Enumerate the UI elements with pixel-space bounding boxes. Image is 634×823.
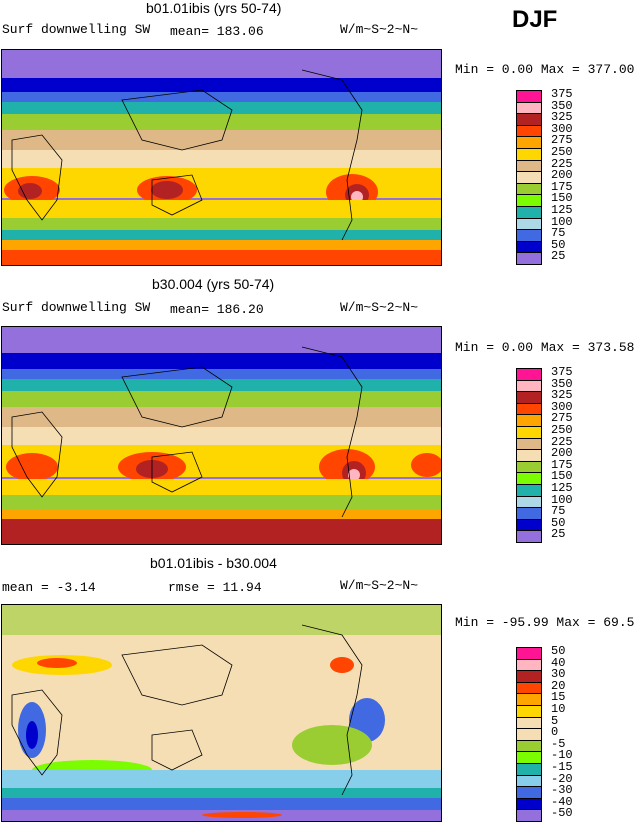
panel3-map [1, 604, 442, 822]
panel2-variable-label: Surf downwelling SW [2, 300, 151, 315]
panel3-mean: mean = -3.14 [2, 580, 96, 595]
colorbar-tick-label: 375 [551, 365, 573, 379]
colorbar-swatch [516, 530, 542, 543]
colorbar-tick-label: 5 [551, 713, 559, 728]
colorbar-tick-label: 125 [551, 203, 573, 217]
colorbar-tick-label: 350 [551, 98, 573, 113]
panel3-units: W/m~S~2~N~ [340, 578, 419, 593]
panel3-rmse: rmse = 11.94 [168, 580, 262, 595]
panel2-map [1, 326, 442, 545]
panel2-units: W/m~S~2~N~ [340, 300, 419, 315]
panel3-title: b01.01ibis - b30.004 [150, 555, 277, 571]
colorbar-tick-label: 150 [551, 469, 573, 484]
colorbar-tick-label: -50 [551, 806, 573, 821]
colorbar-tick-label: 225 [551, 156, 573, 171]
colorbar-tick-label: 350 [551, 376, 573, 391]
colorbar-tick-label: 100 [551, 214, 573, 229]
colorbar-tick-label: 50 [551, 237, 566, 252]
colorbar-swatch [516, 809, 542, 822]
colorbar-tick-label: 150 [551, 191, 573, 206]
colorbar-tick-label: 20 [551, 678, 566, 693]
colorbar-tick-label: 100 [551, 492, 573, 507]
colorbar-tick-label: 25 [551, 527, 566, 542]
panel2-title: b30.004 (yrs 50-74) [152, 276, 275, 292]
colorbar-tick-label: 50 [551, 515, 566, 530]
season-label: DJF [512, 6, 558, 33]
colorbar-tick-label: -30 [551, 783, 573, 798]
panel1-units: W/m~S~2~N~ [340, 22, 419, 37]
colorbar-tick-label: 0 [551, 725, 559, 740]
colorbar-tick-label: 75 [551, 504, 566, 519]
colorbar-tick-label: 275 [551, 411, 573, 426]
colorbar-tick-label: 50 [551, 644, 566, 658]
colorbar-tick-label: 15 [551, 690, 566, 705]
colorbar-tick-label: -10 [551, 748, 573, 763]
panel3-minmax: Min = -95.99 Max = 69.50 [455, 615, 634, 630]
colorbar-tick-label: 175 [551, 179, 573, 194]
colorbar-tick-label: 25 [551, 249, 566, 264]
colorbar-tick-label: 325 [551, 388, 573, 403]
panel1-variable-label: Surf downwelling SW [2, 22, 151, 37]
colorbar-tick-label: 250 [551, 145, 573, 159]
panel1-mean: mean= 183.06 [170, 24, 264, 39]
colorbar-tick-label: 225 [551, 434, 573, 449]
colorbar-tick-label: 10 [551, 702, 566, 716]
colorbar-tick-label: 200 [551, 446, 573, 461]
panel1-map [1, 49, 442, 266]
colorbar-tick-label: 250 [551, 423, 573, 437]
colorbar-tick-label: 200 [551, 168, 573, 183]
colorbar-tick-label: 75 [551, 226, 566, 241]
colorbar-swatch [516, 252, 542, 265]
colorbar-tick-label: 40 [551, 655, 566, 670]
colorbar-tick-label: 30 [551, 667, 566, 682]
colorbar-tick-label: -5 [551, 736, 566, 751]
colorbar-tick-label: 175 [551, 457, 573, 472]
colorbar-tick-label: -40 [551, 794, 573, 809]
colorbar-tick-label: -20 [551, 771, 573, 786]
colorbar-tick-label: -15 [551, 760, 573, 774]
colorbar-tick-label: 300 [551, 399, 573, 414]
colorbar-tick-label: 125 [551, 481, 573, 495]
colorbar-tick-label: 275 [551, 133, 573, 148]
colorbar-tick-label: 325 [551, 110, 573, 125]
panel2-minmax: Min = 0.00 Max = 373.58 [455, 340, 634, 355]
panel1-minmax: Min = 0.00 Max = 377.00 [455, 62, 634, 77]
panel2-mean: mean= 186.20 [170, 302, 264, 317]
panel1-title: b01.01ibis (yrs 50-74) [146, 0, 282, 16]
colorbar-tick-label: 300 [551, 121, 573, 136]
colorbar-tick-label: 375 [551, 87, 573, 101]
